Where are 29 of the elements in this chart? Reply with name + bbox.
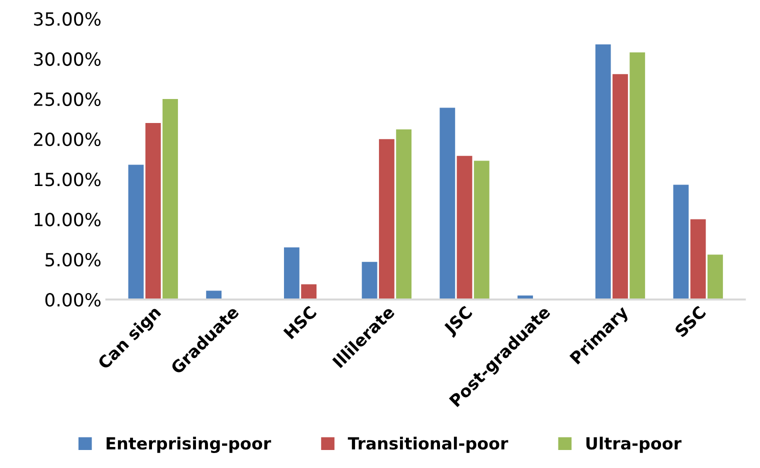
bar <box>456 156 472 300</box>
bar <box>612 74 628 300</box>
y-tick-label: 25.00% <box>34 92 101 106</box>
y-tick-label: 5.00% <box>46 252 101 267</box>
legend-label: Ultra-poor <box>586 436 682 453</box>
y-tick-label: 30.00% <box>34 52 101 66</box>
legend-label: Transitional-poor <box>348 436 508 453</box>
bar <box>145 123 161 300</box>
y-tick-label: 15.00% <box>34 172 101 186</box>
bar <box>301 284 317 300</box>
y-tick-label: 35.00% <box>34 12 101 26</box>
bar <box>128 164 144 300</box>
bar <box>378 139 394 300</box>
bar <box>595 44 611 300</box>
y-tick-label: 20.00% <box>34 132 101 146</box>
bar <box>690 219 706 300</box>
bar <box>440 108 456 300</box>
bar <box>362 262 378 300</box>
bar <box>474 160 490 300</box>
y-tick-label: 0.00% <box>45 292 101 307</box>
y-tick-label: 10.00% <box>34 212 101 226</box>
bar <box>284 247 300 300</box>
bar <box>162 98 178 300</box>
bar <box>396 129 412 300</box>
legend-label: Enterprising-poor <box>106 436 272 453</box>
bar <box>708 254 723 300</box>
bar <box>673 184 689 300</box>
bar <box>630 52 646 300</box>
bar <box>206 290 222 300</box>
